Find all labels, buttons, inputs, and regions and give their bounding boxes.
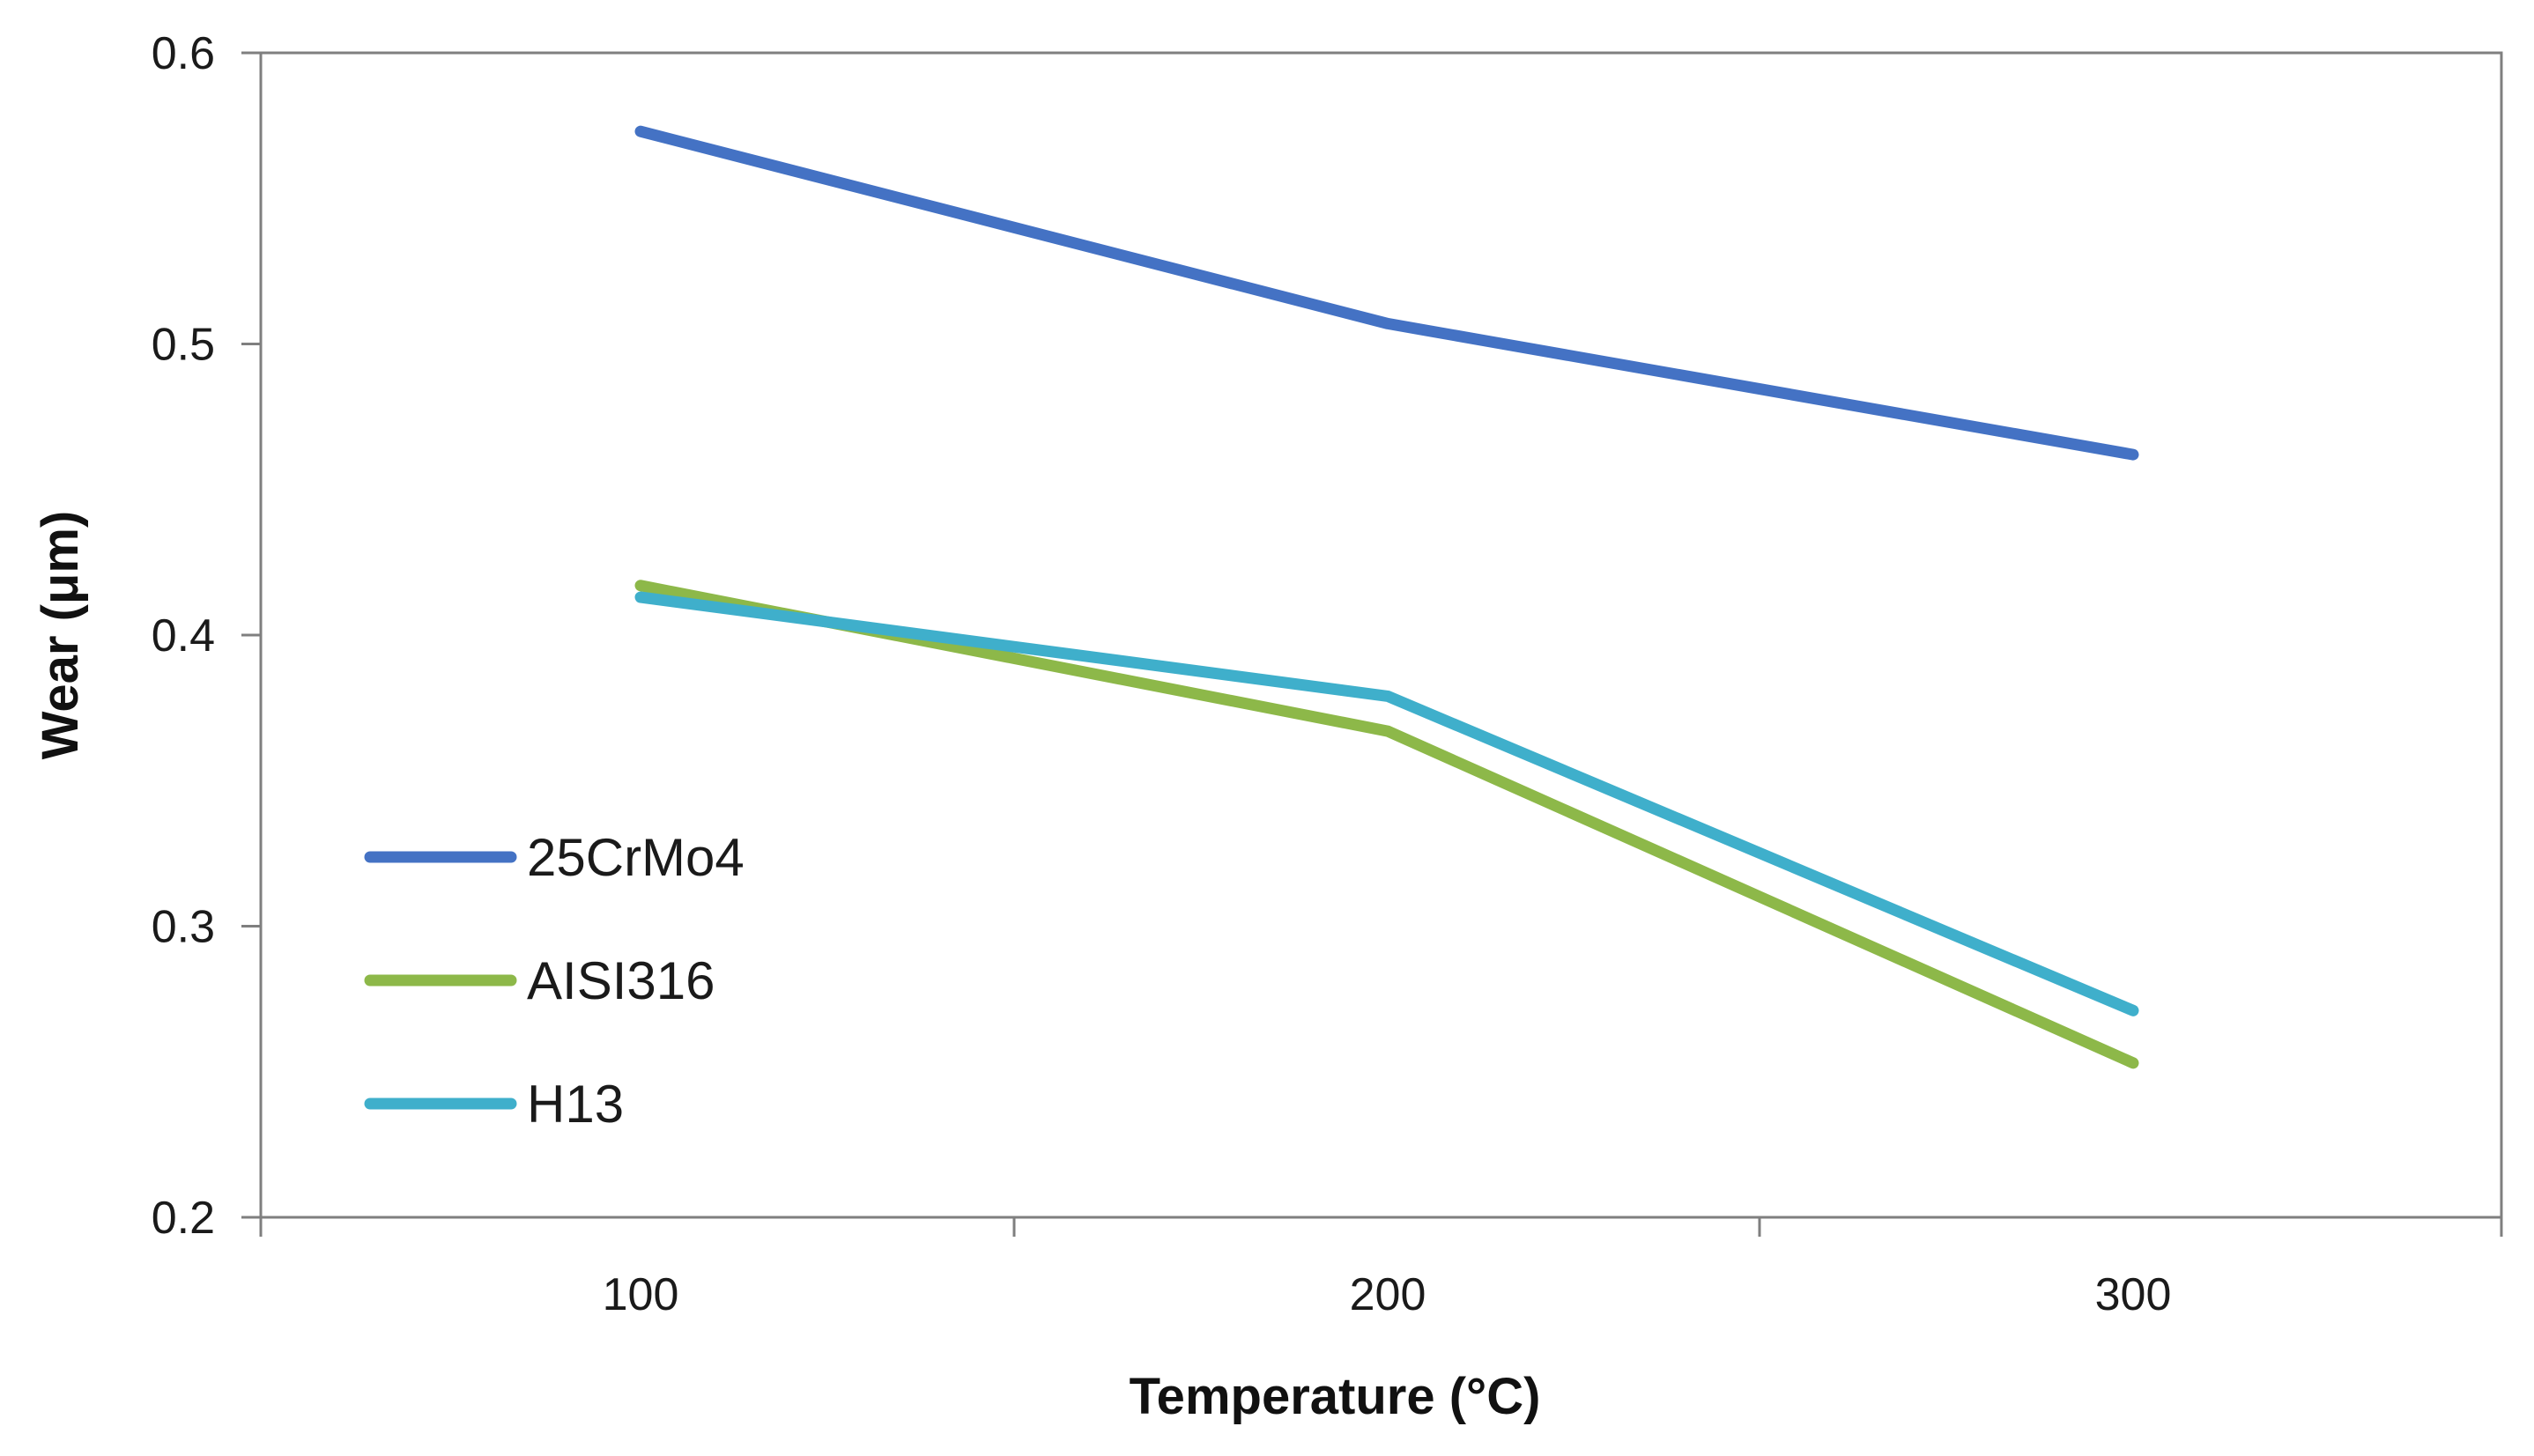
series-layer [634, 125, 2139, 1069]
series-line-25crmo4 [634, 125, 2139, 461]
y-tick-label: 0.5 [152, 320, 215, 371]
series-line-h13 [634, 591, 2139, 1016]
y-axis-title: Wear (μm) [32, 511, 89, 760]
plot-area [259, 51, 2503, 1219]
legend-label: AISI316 [527, 951, 715, 1010]
legend-label: H13 [527, 1075, 624, 1134]
y-tick-label: 0.6 [152, 28, 215, 79]
x-tick-label: 100 [603, 1269, 679, 1320]
y-tick-label: 0.4 [152, 610, 215, 661]
x-tick-label: 200 [1350, 1269, 1426, 1320]
y-tick-label: 0.3 [152, 902, 215, 953]
x-tick-label: 300 [2095, 1269, 2172, 1320]
y-tick-label: 0.2 [152, 1193, 215, 1244]
legend: 25CrMo4 AISI316 H13 [364, 828, 745, 1134]
y-axis: 0.2 0.3 0.4 0.5 0.6 [152, 28, 261, 1244]
x-axis: 100 200 300 [259, 1217, 2503, 1320]
legend-label: 25CrMo4 [527, 828, 745, 887]
x-axis-title: Temperature (°C) [1130, 1368, 1541, 1425]
